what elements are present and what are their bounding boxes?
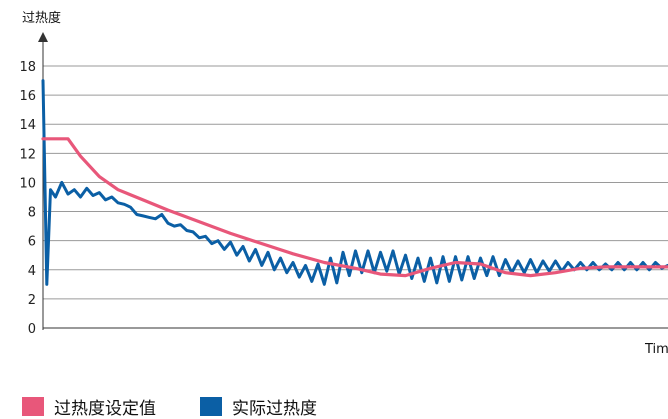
y-axis-arrow <box>38 32 48 42</box>
y-tick-label: 8 <box>28 206 36 221</box>
y-tick-label: 6 <box>28 235 36 250</box>
y-tick-label: 0 <box>28 322 36 337</box>
legend-label-setpoint: 过热度设定值 <box>54 399 156 419</box>
y-tick-label: 18 <box>19 60 36 75</box>
y-tick-label: 14 <box>19 118 36 133</box>
y-tick-label: 12 <box>19 147 36 162</box>
legend-item-setpoint: 过热度设定值 <box>22 394 156 419</box>
y-tick-labels: 0 2 4 6 8 10 12 14 16 18 <box>19 60 36 337</box>
x-axis-title: Tim <box>644 342 668 357</box>
legend-label-actual: 实际过热度 <box>232 399 317 419</box>
series-line-actual <box>41 79 668 286</box>
y-tick-label: 10 <box>19 176 36 191</box>
legend-swatch-actual <box>200 397 222 416</box>
series-layer <box>41 79 668 286</box>
y-tick-label: 2 <box>28 293 36 308</box>
y-tick-label: 4 <box>28 264 36 279</box>
legend: 过热度设定值 实际过热度 <box>22 394 317 419</box>
series-line-setpoint <box>41 137 668 278</box>
legend-swatch-setpoint <box>22 397 44 416</box>
y-tick-label: 16 <box>19 89 36 104</box>
gridlines <box>43 65 668 300</box>
legend-item-actual: 实际过热度 <box>200 394 317 419</box>
y-axis-title: 过热度 <box>22 10 61 26</box>
